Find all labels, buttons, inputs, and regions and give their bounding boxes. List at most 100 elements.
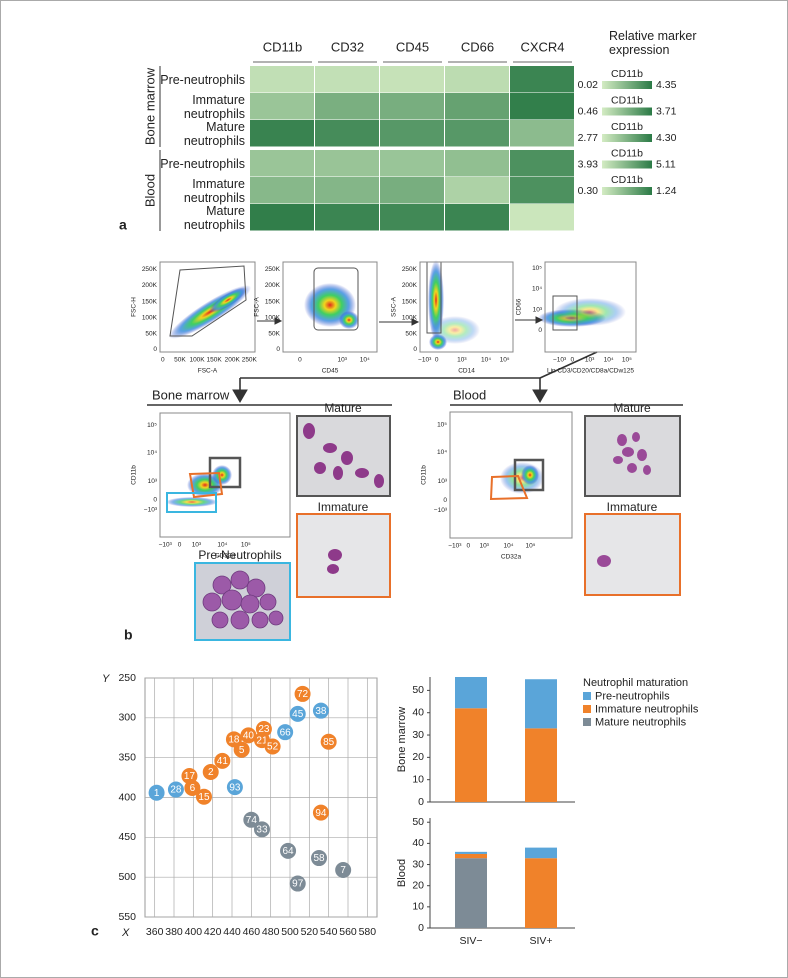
point-label: 66 bbox=[280, 727, 292, 738]
point-label: 15 bbox=[198, 792, 210, 803]
column-header: CXCR4 bbox=[520, 39, 564, 54]
x-tick-label: 0 bbox=[435, 357, 439, 364]
scale-max: 1.24 bbox=[656, 185, 677, 197]
point-label: 52 bbox=[267, 742, 279, 753]
plot-frame bbox=[419, 261, 514, 353]
point-label: 2 bbox=[208, 767, 214, 778]
tissue-densities bbox=[166, 456, 545, 513]
x-tick-label: 100K bbox=[189, 357, 205, 364]
x-tick-label: 0 bbox=[298, 357, 302, 364]
heatmap-cell bbox=[250, 120, 314, 147]
x-tick-label: 50K bbox=[174, 357, 186, 364]
x-tick-label: 10³ bbox=[192, 542, 202, 549]
x-axis-label: FSC-A bbox=[198, 368, 218, 375]
heatmap-cell bbox=[380, 120, 444, 147]
y-axis-label: Bone marrow bbox=[396, 707, 408, 772]
gating-arrows bbox=[232, 316, 598, 403]
x-tick-label: 10⁴ bbox=[504, 543, 514, 550]
scale-min: 0.46 bbox=[578, 105, 599, 117]
legend-label: Mature neutrophils bbox=[595, 716, 687, 728]
tissue-header: Bone marrow bbox=[152, 387, 230, 402]
heatmap-cell bbox=[250, 93, 314, 120]
heatmap-cell bbox=[315, 177, 379, 204]
bar-segment bbox=[455, 708, 487, 802]
point bbox=[312, 804, 329, 821]
row-label: Pre-neutrophils bbox=[160, 156, 245, 171]
tissue-header: Blood bbox=[453, 387, 486, 402]
y-tick-label: 50K bbox=[145, 331, 157, 338]
x-tick-label: 380 bbox=[165, 926, 183, 938]
y-axis-label: CD66 bbox=[516, 298, 523, 315]
x-axis-label: CD45 bbox=[322, 368, 339, 375]
point-label: 18 bbox=[228, 734, 240, 745]
point bbox=[289, 875, 306, 892]
y-tick-label: 300 bbox=[118, 712, 136, 724]
scale-max: 5.11 bbox=[656, 158, 676, 170]
point-label: 7 bbox=[340, 865, 346, 876]
x-tick-label: 540 bbox=[320, 926, 338, 938]
plot-frame bbox=[544, 261, 637, 353]
x-tick-label: 360 bbox=[146, 926, 164, 938]
heatmap-cell bbox=[315, 204, 379, 231]
plot-frame bbox=[282, 261, 378, 353]
panel-label: a bbox=[119, 217, 127, 233]
y-tick-label: 50K bbox=[405, 331, 417, 338]
bar-segment bbox=[455, 853, 487, 859]
scale-min: 0.30 bbox=[578, 185, 599, 197]
bar-segment bbox=[455, 677, 487, 709]
column-header: CD32 bbox=[331, 39, 364, 54]
y-tick-label: 30 bbox=[412, 729, 424, 741]
x-tick-label: SIV+ bbox=[529, 935, 552, 947]
x-axis-label: CD14 bbox=[458, 368, 475, 375]
x-tick-label: 250K bbox=[242, 357, 258, 364]
image-caption: Immature bbox=[318, 500, 369, 514]
x-tick-label: 10³ bbox=[479, 543, 489, 550]
heatmap-cell bbox=[380, 177, 444, 204]
y-tick-label: 20 bbox=[412, 751, 424, 763]
y-tick-label: 100K bbox=[402, 315, 418, 322]
heatmap-cell bbox=[445, 204, 509, 231]
y-tick-label: 500 bbox=[118, 871, 136, 883]
x-tick-label: 580 bbox=[359, 926, 377, 938]
y-tick-label: 250K bbox=[265, 266, 281, 273]
point bbox=[264, 738, 281, 755]
y-tick-label: 40 bbox=[412, 837, 424, 849]
y-tick-label: 250K bbox=[402, 266, 418, 273]
x-tick-label: 10⁴ bbox=[217, 542, 227, 549]
x-tick-label: 560 bbox=[339, 926, 357, 938]
x-axis-label: CD32a bbox=[501, 554, 522, 561]
y-tick-label: 400 bbox=[118, 791, 136, 803]
point-label: 64 bbox=[283, 846, 295, 857]
y-tick-label: 250 bbox=[118, 672, 136, 684]
point-label: 6 bbox=[190, 783, 196, 794]
x-tick-label: 10³ bbox=[457, 357, 467, 364]
point bbox=[226, 779, 243, 796]
y-tick-label: 150K bbox=[265, 298, 281, 305]
scale-max: 4.35 bbox=[656, 79, 677, 91]
scale-bar bbox=[602, 107, 652, 116]
heatmap-cell bbox=[510, 177, 574, 204]
scale-bar bbox=[602, 187, 652, 195]
row-label: Mature neutrophils bbox=[183, 119, 245, 148]
y-tick-label: 0 bbox=[276, 346, 280, 353]
heatmap-cell bbox=[445, 150, 509, 177]
x-tick-label: 400 bbox=[185, 926, 203, 938]
scale-max: 3.71 bbox=[656, 105, 677, 117]
y-tick-label: 100K bbox=[265, 315, 281, 322]
scale-bar bbox=[602, 160, 652, 169]
image-caption: Immature bbox=[607, 500, 658, 514]
y-tick-label: 250K bbox=[142, 266, 158, 273]
y-tick-label: 0 bbox=[418, 796, 424, 808]
image-caption: Mature bbox=[613, 401, 651, 415]
heatmap-cell bbox=[315, 150, 379, 177]
heatmap-cell bbox=[250, 177, 314, 204]
point bbox=[311, 850, 327, 867]
point-label: 38 bbox=[315, 706, 327, 717]
scale-name: CD11b bbox=[611, 68, 643, 80]
bar-segment bbox=[525, 858, 557, 928]
y-tick-label: 50K bbox=[268, 331, 280, 338]
point-label: 17 bbox=[184, 771, 196, 782]
y-axis-label: Y bbox=[102, 673, 110, 685]
point-label: 33 bbox=[256, 825, 268, 836]
image-caption: Pre-Neutrophils bbox=[198, 548, 281, 562]
